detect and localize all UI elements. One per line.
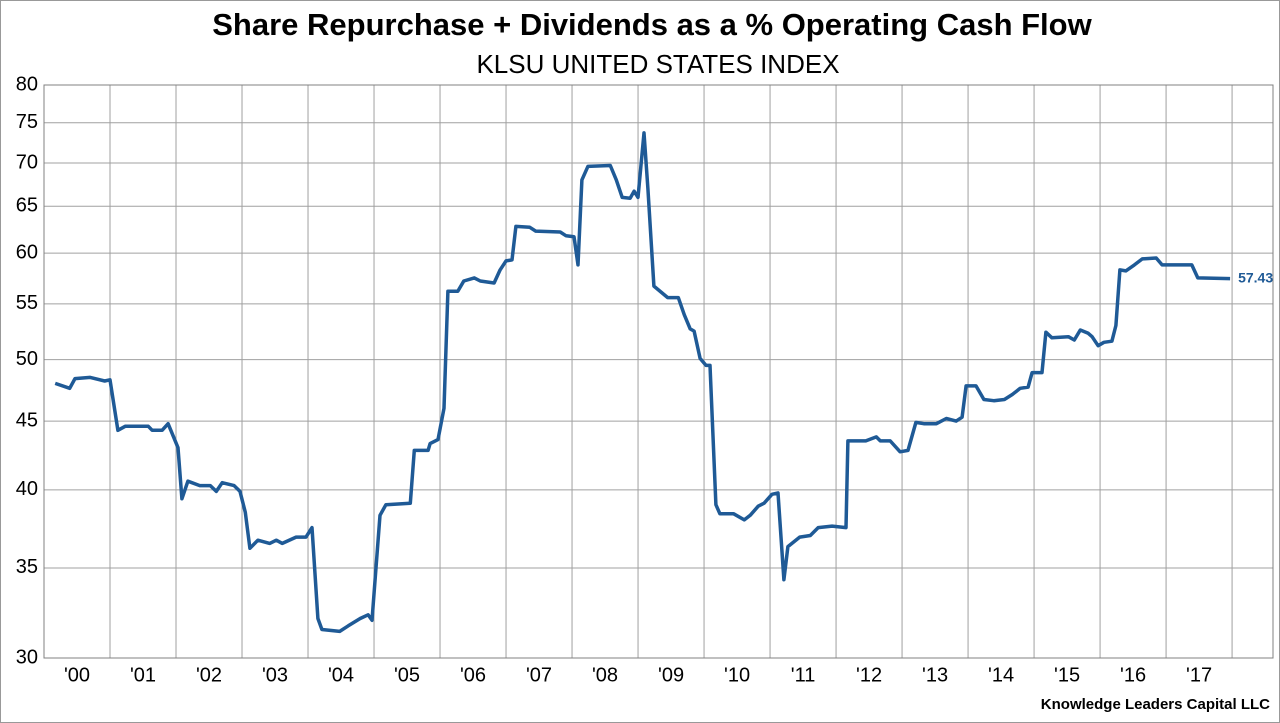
x-tick-label: '03 bbox=[262, 664, 288, 686]
x-tick-label: '17 bbox=[1186, 664, 1212, 686]
x-tick-label: '06 bbox=[460, 664, 486, 686]
x-tick-label: '12 bbox=[856, 664, 882, 686]
x-tick-label: '15 bbox=[1054, 664, 1080, 686]
x-tick-label: '16 bbox=[1120, 664, 1146, 686]
x-tick-label: '00 bbox=[64, 664, 90, 686]
y-tick-label: 70 bbox=[16, 151, 38, 173]
x-tick-label: '09 bbox=[658, 664, 684, 686]
y-tick-label: 45 bbox=[16, 409, 38, 431]
y-tick-label: 80 bbox=[16, 73, 38, 95]
y-tick-label: 60 bbox=[16, 241, 38, 263]
y-tick-label: 55 bbox=[16, 292, 38, 314]
source: Knowledge Leaders Capital LLC bbox=[1041, 696, 1270, 713]
x-tick-label: '08 bbox=[592, 664, 618, 686]
x-tick-label: '14 bbox=[988, 664, 1014, 686]
x-tick-label: '01 bbox=[130, 664, 156, 686]
y-tick-label: 50 bbox=[16, 348, 38, 370]
x-tick-label: '02 bbox=[196, 664, 222, 686]
y-tick-label: 30 bbox=[16, 646, 38, 668]
y-tick-label: 65 bbox=[16, 195, 38, 217]
x-tick-label: '04 bbox=[328, 664, 354, 686]
x-tick-label: '10 bbox=[724, 664, 750, 686]
x-tick-label: '07 bbox=[526, 664, 552, 686]
chart-subtitle: KLSU UNITED STATES INDEX bbox=[476, 49, 839, 79]
y-tick-label: 75 bbox=[16, 111, 38, 133]
x-tick-label: '05 bbox=[394, 664, 420, 686]
y-tick-label: 40 bbox=[16, 478, 38, 500]
x-tick-label: '13 bbox=[922, 664, 948, 686]
plot-border bbox=[43, 84, 1274, 659]
data-line bbox=[54, 131, 1231, 634]
x-tick-label: '11 bbox=[791, 664, 816, 686]
end-value-label: 57.43 bbox=[1238, 269, 1273, 285]
chart-title: Share Repurchase + Dividends as a % Oper… bbox=[212, 7, 1092, 42]
y-tick-label: 35 bbox=[16, 556, 38, 578]
